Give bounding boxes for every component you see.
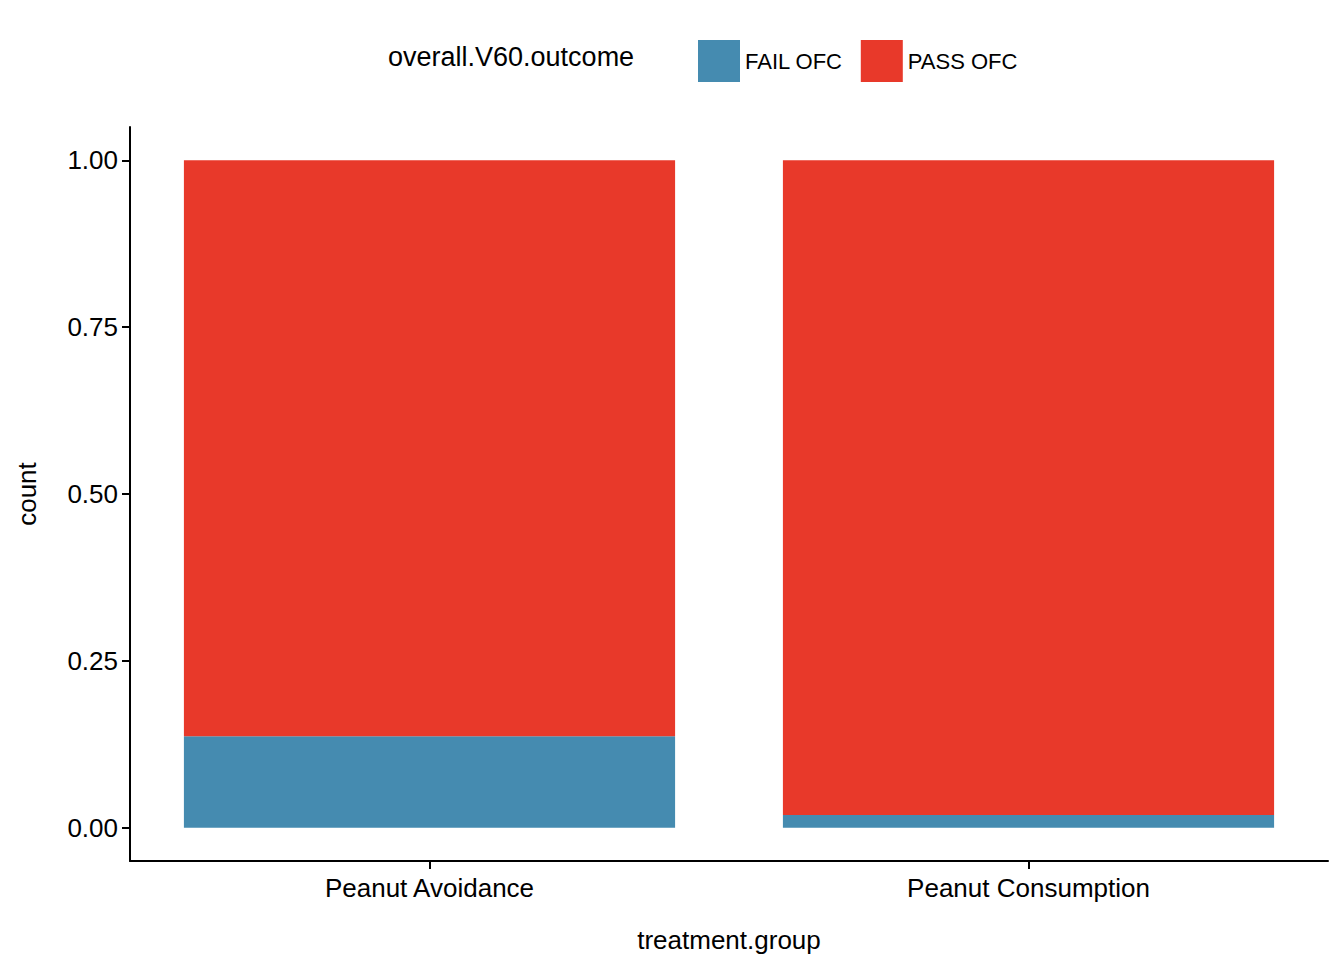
svg-text:0.00: 0.00 — [67, 813, 118, 843]
svg-text:0.50: 0.50 — [67, 479, 118, 509]
svg-text:1.00: 1.00 — [67, 145, 118, 175]
svg-text:treatment.group: treatment.group — [637, 925, 821, 955]
svg-text:0.25: 0.25 — [67, 646, 118, 676]
svg-text:count: count — [12, 461, 42, 525]
svg-text:0.75: 0.75 — [67, 312, 118, 342]
svg-text:overall.V60.outcome: overall.V60.outcome — [388, 42, 634, 72]
svg-text:PASS OFC: PASS OFC — [908, 49, 1018, 74]
svg-text:FAIL OFC: FAIL OFC — [745, 49, 842, 74]
svg-text:Peanut Consumption: Peanut Consumption — [907, 873, 1150, 903]
svg-text:Peanut Avoidance: Peanut Avoidance — [325, 873, 534, 903]
